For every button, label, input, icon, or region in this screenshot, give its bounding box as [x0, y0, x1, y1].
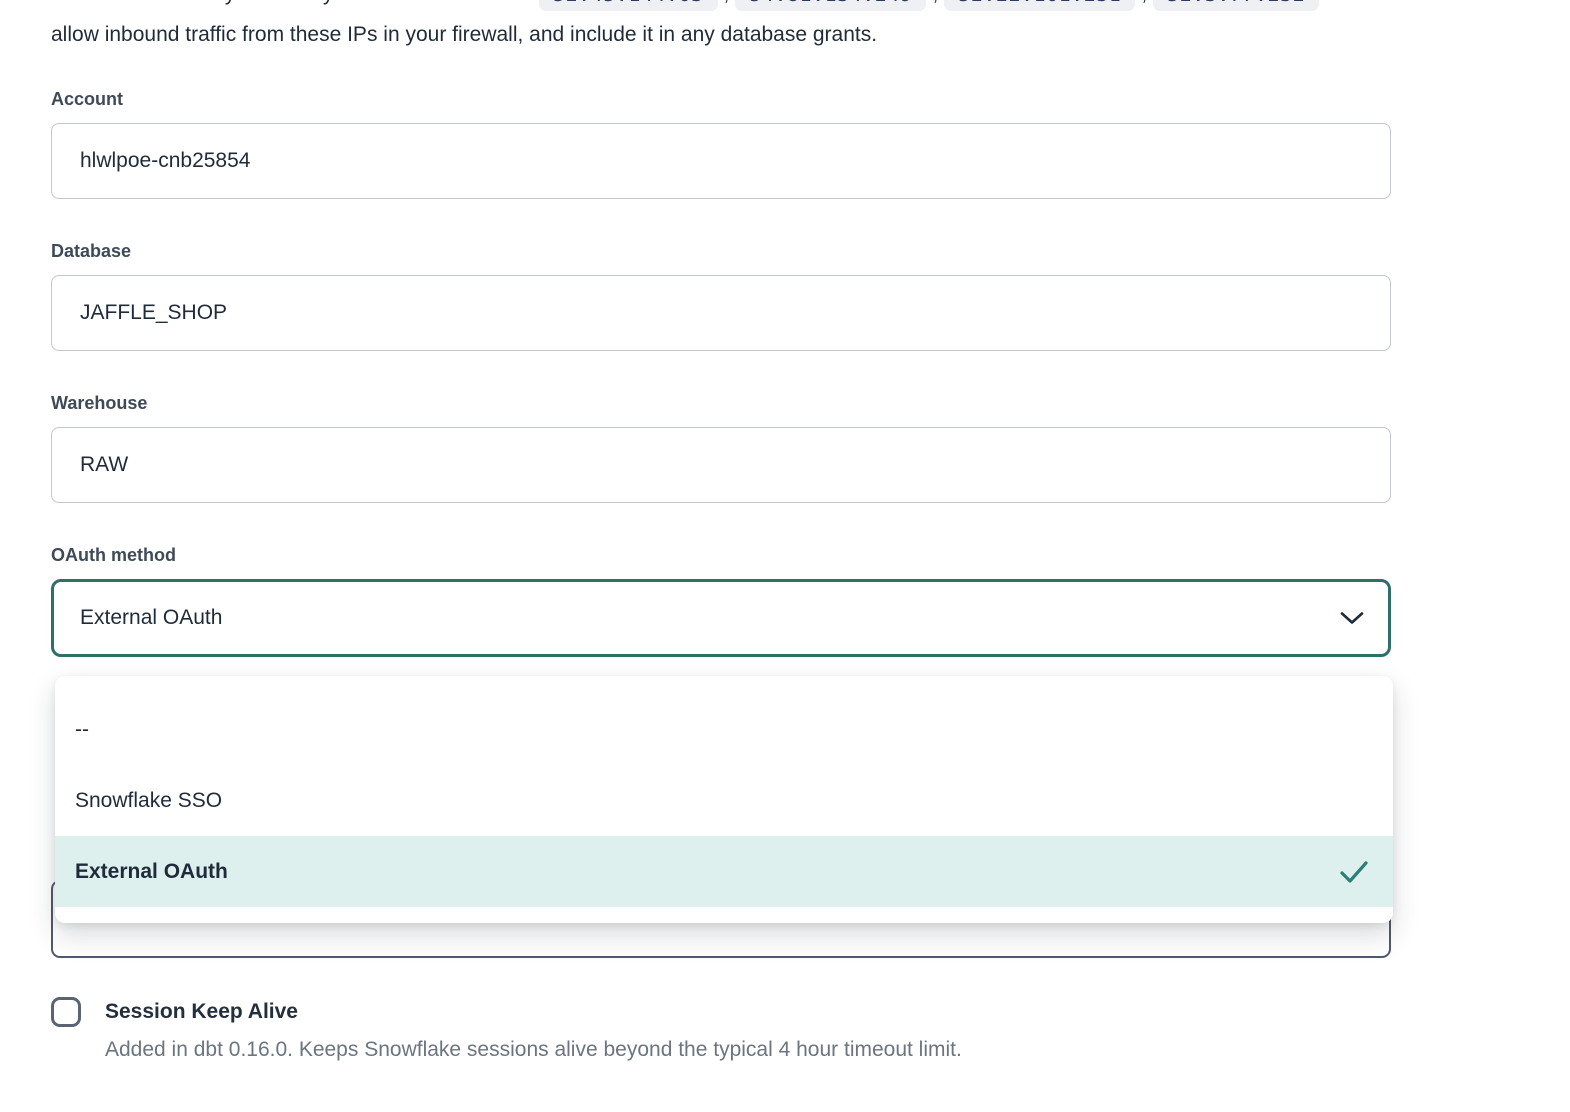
firewall-notice: dbt Cloud will always access your connec… — [51, 0, 1570, 50]
session-keep-alive-label[interactable]: Session Keep Alive — [105, 1000, 298, 1023]
oauth-method-label: OAuth method — [51, 545, 176, 565]
dropdown-option-snowflake-sso[interactable]: Snowflake SSO — [55, 765, 1393, 836]
account-input[interactable] — [51, 123, 1391, 199]
dropdown-option-label: External OAuth — [75, 859, 228, 883]
dropdown-option-label: -- — [75, 717, 89, 741]
warehouse-field-group: Warehouse — [51, 392, 1391, 503]
database-label: Database — [51, 241, 132, 261]
oauth-method-field-group: OAuth method External OAuth — [51, 544, 1391, 657]
session-keep-alive-group: Session Keep Alive Added in dbt 0.16.0. … — [51, 995, 1451, 1065]
ip-address-badge: 54.81.134.249 — [735, 0, 927, 11]
firewall-notice-line2: allow inbound traffic from these IPs in … — [51, 23, 878, 46]
warehouse-label: Warehouse — [51, 393, 148, 413]
ip-address-badge: 52.45.144.63 — [539, 0, 718, 11]
chevron-down-icon — [1340, 612, 1364, 625]
session-keep-alive-checkbox[interactable] — [51, 997, 81, 1027]
ip-address-badge: 52.22.161.231 — [944, 0, 1136, 11]
oauth-method-select[interactable]: External OAuth — [51, 579, 1391, 657]
separator: , — [724, 0, 730, 6]
checkmark-icon — [1339, 860, 1369, 884]
account-field-group: Account — [51, 88, 1391, 199]
separator: , — [932, 0, 938, 6]
database-input[interactable] — [51, 275, 1391, 351]
firewall-notice-prefix: dbt Cloud will always access your connec… — [51, 0, 519, 6]
dropdown-option-external-oauth[interactable]: External OAuth — [55, 836, 1393, 907]
ip-address-badge: 52.3.77.232 — [1153, 0, 1320, 11]
separator: , — [1141, 0, 1147, 6]
firewall-notice-line1: dbt Cloud will always access your connec… — [51, 0, 1570, 14]
database-field-group: Database — [51, 240, 1391, 351]
dropdown-option-label: Snowflake SSO — [75, 788, 223, 812]
dropdown-option-none[interactable]: -- — [55, 694, 1393, 765]
warehouse-input[interactable] — [51, 427, 1391, 503]
session-keep-alive-description: Added in dbt 0.16.0. Keeps Snowflake ses… — [105, 1038, 962, 1061]
oauth-method-dropdown-menu: -- Snowflake SSO External OAuth — [55, 676, 1393, 923]
oauth-method-selected-value: External OAuth — [80, 606, 223, 629]
account-label: Account — [51, 89, 123, 109]
